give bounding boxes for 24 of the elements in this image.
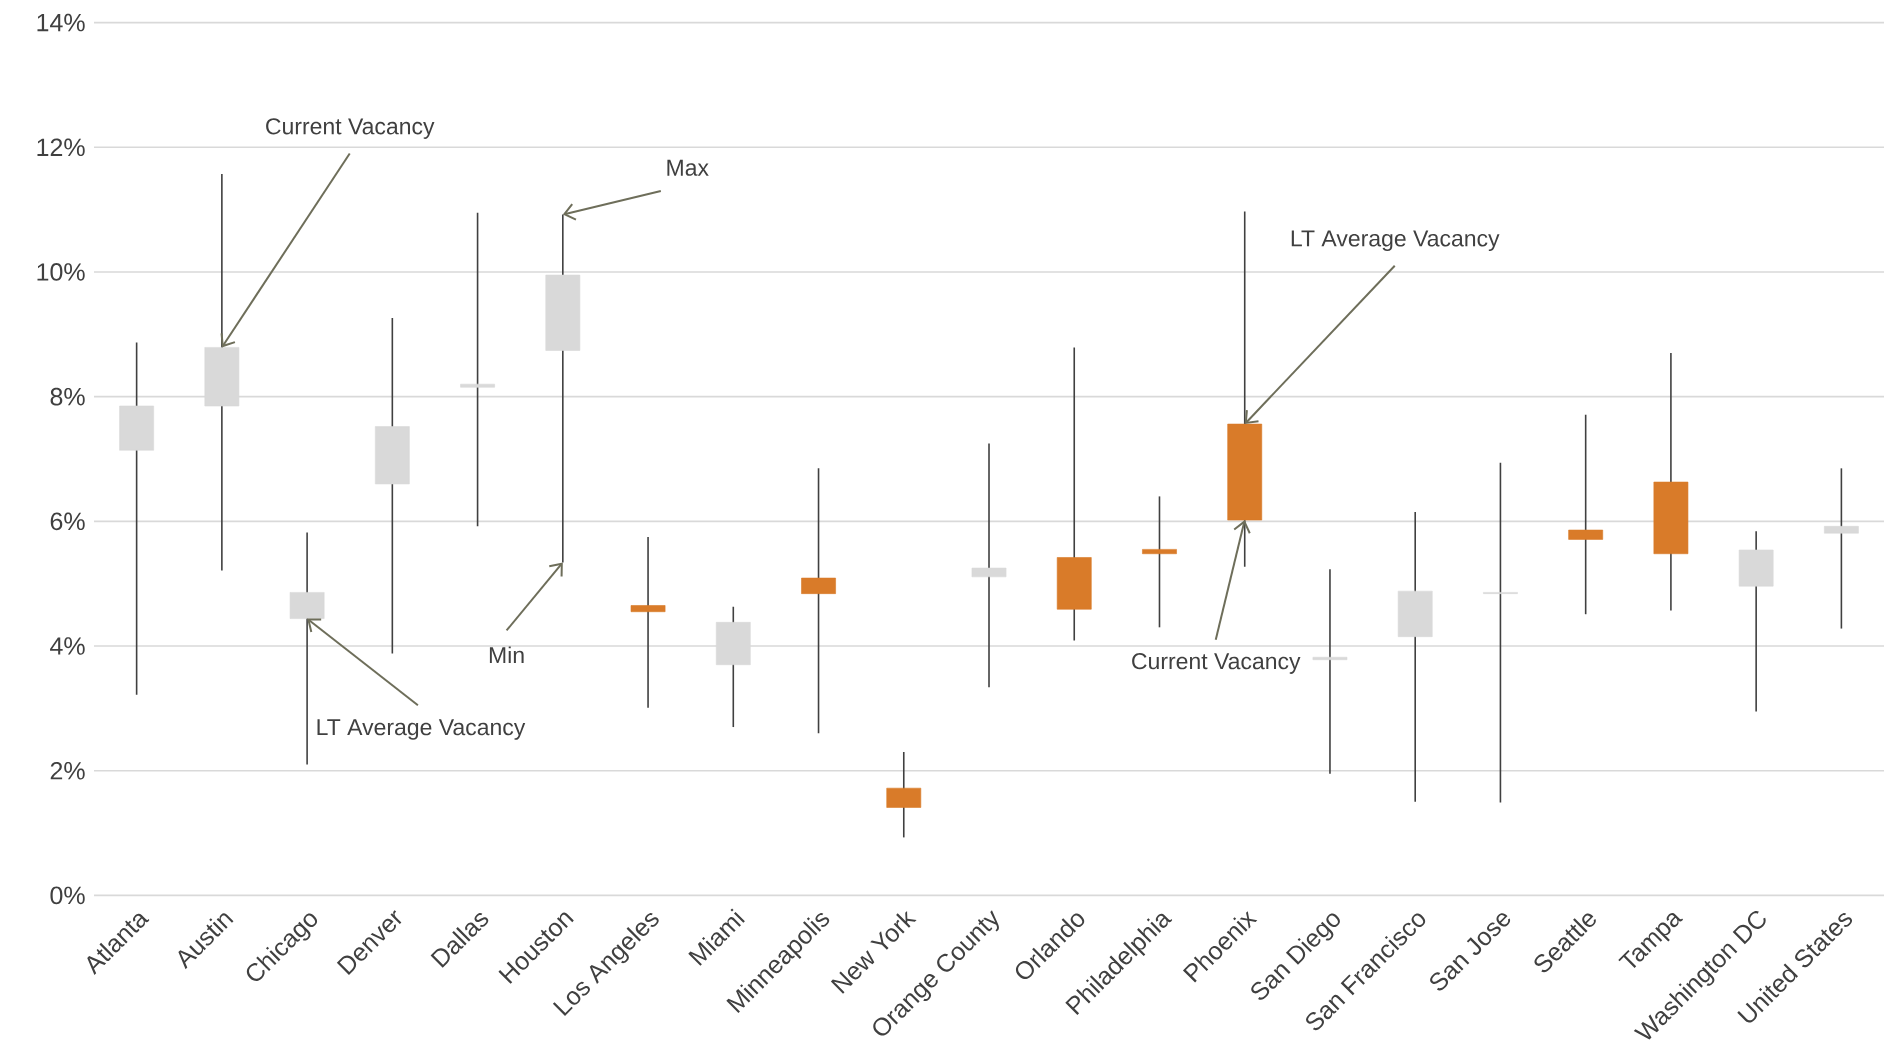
- candlestick: [801, 467, 836, 735]
- annotation: Current Vacancy: [266, 118, 435, 139]
- y-tick-label: 12%: [37, 138, 85, 157]
- y-tick-label: 0%: [50, 886, 85, 905]
- y-tick-label: 8%: [50, 387, 85, 406]
- y-tick-label: 14%: [37, 13, 85, 32]
- candlestick: [630, 536, 666, 709]
- candlestick: [460, 211, 495, 528]
- y-tick-label: 6%: [50, 512, 85, 531]
- candlestick: [1568, 413, 1604, 616]
- annotation: LT Average Vacancy: [317, 719, 526, 740]
- annotation: Max: [667, 159, 709, 176]
- candlestick: [1824, 467, 1859, 630]
- y-tick-label: 2%: [50, 761, 85, 780]
- x-tick-label: San Jose: [1430, 913, 1511, 991]
- candlestick: [1142, 495, 1177, 629]
- annotation: Min: [489, 646, 524, 664]
- y-tick-label: 10%: [37, 263, 85, 281]
- y-tick-label: 4%: [50, 637, 85, 655]
- annotation: Current Vacancy: [1132, 653, 1301, 674]
- candlestick: [971, 442, 1007, 688]
- candlestick: [1483, 461, 1518, 804]
- annotation: LT Average Vacancy: [1291, 230, 1500, 252]
- candlestick: [1312, 568, 1348, 775]
